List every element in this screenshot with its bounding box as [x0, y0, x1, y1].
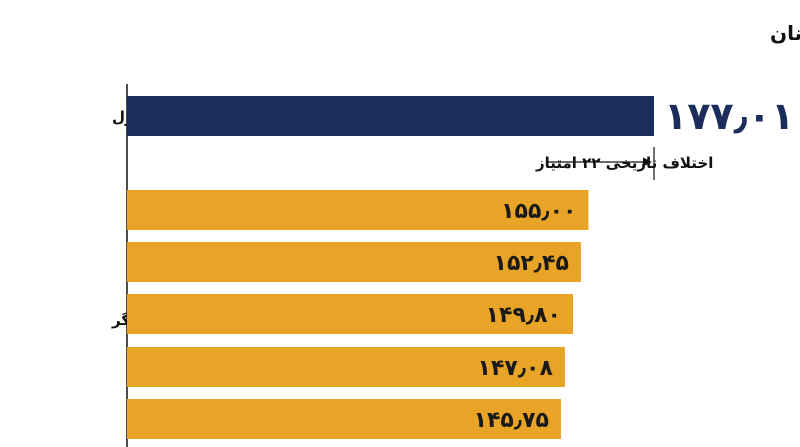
bar-record — [127, 96, 654, 136]
bar-rival — [127, 242, 581, 282]
bar-rival — [127, 347, 565, 387]
bar-value-label: ۱۴۹٫۸۰ — [486, 303, 561, 328]
bars-group: ۱۷۷٫۰۱ ۱۵۵٫۰۰ ۱۵۲٫۴۵ ۱۴۹٫۸۰ ۱۴۷٫۰۸ ۱۴۵٫۷۵ — [127, 94, 794, 439]
record-value-label: ۱۷۷٫۰۱ — [664, 94, 794, 138]
bar-value-label: ۱۵۲٫۴۵ — [494, 251, 569, 276]
annotation-arrowhead — [643, 157, 652, 167]
annotation-text: اختلاف تاریخی ۲۲ امتیاز — [535, 154, 713, 172]
bar-value-label: ۱۵۵٫۰۰ — [501, 199, 576, 224]
bar-rival — [127, 294, 573, 334]
bar-value-label: ۱۴۷٫۰۸ — [478, 356, 554, 381]
bar-rival — [127, 190, 589, 230]
bar-value-label: ۱۴۵٫۷۵ — [474, 408, 549, 433]
difference-annotation: اختلاف تاریخی ۲۲ امتیاز — [535, 147, 713, 180]
chart-title: رکوردشکنی کلوئی کاول: اختلاف ۲۲ امتیازی … — [770, 21, 800, 45]
bar-rival — [127, 399, 561, 439]
